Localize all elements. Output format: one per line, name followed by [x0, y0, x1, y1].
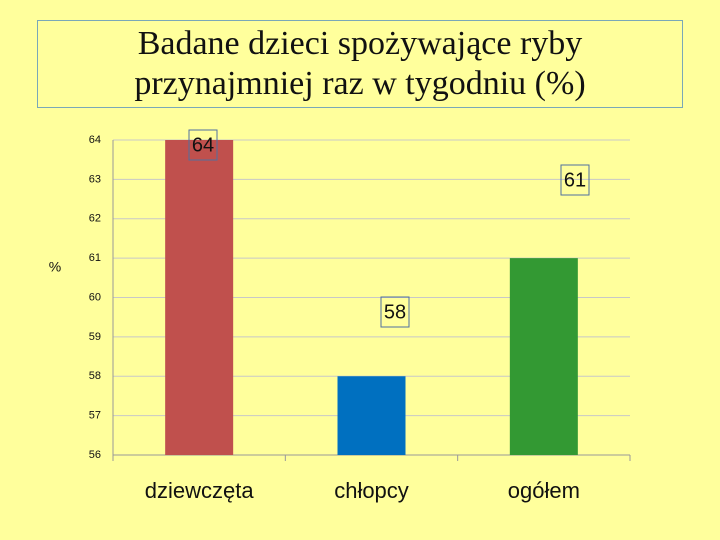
data-label-box: [560, 164, 590, 196]
y-tick-label: 64: [89, 134, 101, 146]
data-label: 61: [564, 169, 586, 191]
x-tick-label: dziewczęta: [145, 478, 255, 503]
bar: [509, 258, 578, 455]
y-axis-label: %: [49, 259, 61, 275]
bar: [165, 140, 234, 455]
data-label-box: [188, 129, 218, 161]
y-tick-label: 58: [89, 370, 101, 382]
data-label: 58: [384, 301, 406, 323]
y-tick-label: 57: [89, 410, 101, 422]
x-tick-label: ogółem: [508, 478, 580, 503]
y-tick-label: 60: [89, 291, 101, 303]
data-label-box: [380, 296, 410, 328]
chart-title: Badane dzieci spożywające ryby przynajmn…: [134, 25, 586, 102]
y-tick-label: 56: [89, 449, 101, 461]
x-tick-label: chłopcy: [334, 478, 409, 503]
y-tick-label: 62: [89, 213, 101, 225]
title-box: Badane dzieci spożywające ryby przynajmn…: [37, 20, 683, 108]
data-label: 64: [192, 134, 214, 156]
y-tick-label: 61: [89, 252, 101, 264]
bar: [337, 376, 406, 455]
y-tick-label: 59: [89, 331, 101, 343]
y-tick-label: 63: [89, 173, 101, 185]
